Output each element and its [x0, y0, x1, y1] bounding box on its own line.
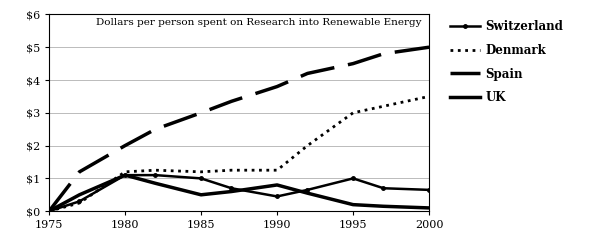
Denmark [45, 210, 53, 213]
Spain [273, 85, 281, 88]
UK [76, 193, 83, 196]
Denmark [273, 169, 281, 172]
Denmark [152, 169, 159, 172]
Denmark [349, 111, 357, 114]
Legend: Switzerland, Denmark, Spain, UK: Switzerland, Denmark, Spain, UK [450, 20, 563, 104]
Spain [45, 210, 53, 213]
Line: Denmark: Denmark [49, 96, 429, 211]
UK [45, 210, 53, 213]
UK [273, 184, 281, 186]
Spain [228, 100, 235, 103]
UK [228, 190, 235, 193]
Switzerland [76, 200, 83, 203]
Denmark [121, 170, 129, 173]
UK [380, 205, 387, 208]
Switzerland [228, 187, 235, 190]
Switzerland [273, 195, 281, 198]
Switzerland [121, 174, 129, 177]
Spain [152, 128, 159, 131]
Line: UK: UK [49, 175, 429, 211]
Denmark [425, 95, 433, 98]
Denmark [304, 144, 311, 147]
UK [349, 203, 357, 206]
Spain [304, 72, 311, 75]
Text: Dollars per person spent on Research into Renewable Energy: Dollars per person spent on Research int… [96, 18, 422, 27]
Spain [349, 62, 357, 65]
UK [197, 193, 205, 196]
Switzerland [349, 177, 357, 180]
Denmark [76, 202, 83, 204]
Spain [425, 46, 433, 49]
Switzerland [45, 210, 53, 213]
Spain [121, 144, 129, 147]
Switzerland [197, 177, 205, 180]
UK [121, 174, 129, 177]
Denmark [197, 170, 205, 173]
UK [152, 182, 159, 185]
Line: Switzerland: Switzerland [45, 172, 433, 215]
Denmark [228, 169, 235, 172]
Switzerland [425, 188, 433, 191]
Spain [380, 52, 387, 55]
Spain [76, 170, 83, 173]
UK [425, 206, 433, 209]
Switzerland [380, 187, 387, 190]
UK [304, 192, 311, 195]
Switzerland [304, 188, 311, 191]
Denmark [380, 105, 387, 108]
Switzerland [152, 174, 159, 177]
Spain [197, 111, 205, 114]
Line: Spain: Spain [49, 47, 429, 211]
